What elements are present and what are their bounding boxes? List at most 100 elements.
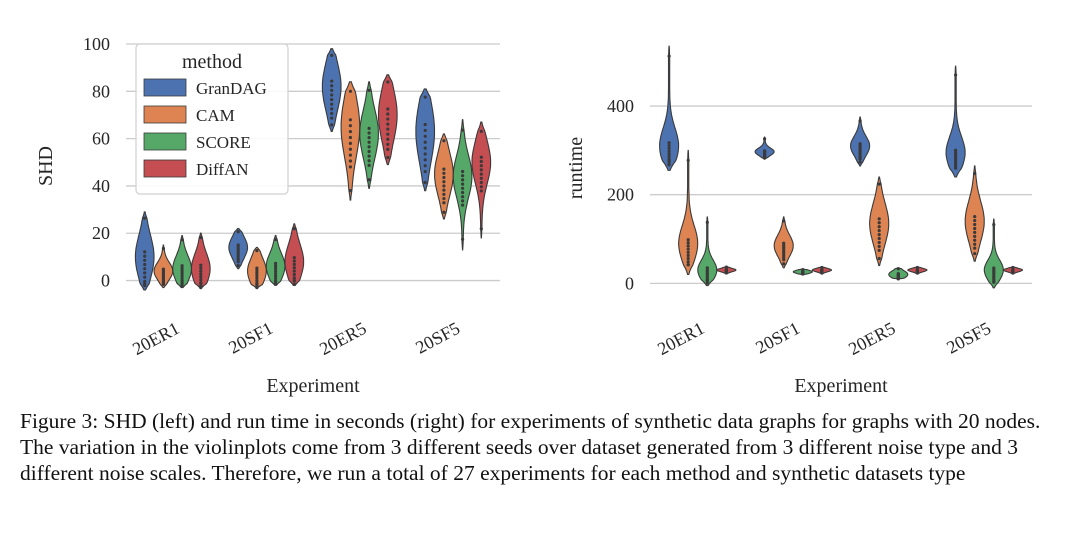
violin-point xyxy=(348,159,352,163)
legend-entry: CAM xyxy=(196,106,235,125)
violin-point xyxy=(386,155,390,160)
y-tick-label: 80 xyxy=(92,81,110,101)
violin-point xyxy=(954,148,958,152)
violin-point xyxy=(180,284,184,288)
violin-point xyxy=(877,248,881,252)
violin-cam-20er5 xyxy=(340,81,361,201)
violin-point xyxy=(442,175,446,180)
violin-point xyxy=(858,160,862,164)
violin-point xyxy=(479,164,483,168)
violin-point xyxy=(686,247,690,251)
violin-point xyxy=(820,268,824,272)
chart-panel-runtime: 0 200 400 runtime Experiment 20ER1 20SF1 20ER5 2… xyxy=(565,45,1032,397)
violin-score-20sf5 xyxy=(983,218,1004,289)
violin-point xyxy=(348,135,352,140)
violin-point xyxy=(763,137,767,141)
violin-point xyxy=(292,266,296,270)
violin-point xyxy=(479,185,483,189)
violin-point xyxy=(348,153,352,157)
violin-point xyxy=(423,95,427,99)
violin-point xyxy=(973,251,977,256)
violin-point xyxy=(367,126,371,130)
violin-point xyxy=(896,272,900,276)
violin-point xyxy=(199,235,203,240)
violin-grandag-20sf5 xyxy=(945,65,966,178)
violin-point xyxy=(274,269,278,273)
violin-point xyxy=(877,225,881,229)
legend-swatch xyxy=(143,159,187,178)
violin-point xyxy=(442,201,446,205)
violin-point xyxy=(292,262,296,266)
legend-swatch xyxy=(143,105,187,124)
x-tick-label: 20SF5 xyxy=(943,318,994,358)
violin-point xyxy=(782,241,786,245)
violin-point xyxy=(292,278,296,282)
violin-point xyxy=(386,112,390,116)
violin-point xyxy=(367,154,371,158)
violin-point xyxy=(255,276,259,280)
violin-cam-20er1 xyxy=(153,244,174,289)
violin-point xyxy=(274,281,278,286)
violin-point xyxy=(423,146,427,150)
violin-point xyxy=(330,53,334,57)
violin-point xyxy=(367,131,371,135)
violin-diffan-20er1 xyxy=(190,232,211,289)
violin-point xyxy=(348,129,352,134)
violin-point xyxy=(386,127,390,131)
violin-point xyxy=(973,234,977,238)
violin-point xyxy=(386,137,390,141)
violin-point xyxy=(705,220,709,224)
violin-point xyxy=(386,122,390,126)
violin-point xyxy=(180,238,184,242)
violin-cam-20sf5 xyxy=(964,165,985,262)
violin-point xyxy=(423,158,427,162)
violin-point xyxy=(461,203,465,207)
violin-point xyxy=(896,267,900,271)
violin-point xyxy=(1011,265,1015,270)
violin-point xyxy=(973,222,977,227)
violin-point xyxy=(461,182,465,186)
violin-point xyxy=(686,250,690,254)
violin-point xyxy=(423,170,427,174)
violin-point xyxy=(348,165,352,169)
violin-point xyxy=(820,271,824,275)
y-axis-label: runtime xyxy=(565,137,587,199)
violin-point xyxy=(877,256,881,261)
violin-point xyxy=(143,267,147,271)
violin-point xyxy=(180,276,184,280)
violin-point xyxy=(386,147,390,151)
violin-point xyxy=(724,265,729,269)
violin-point xyxy=(667,149,671,153)
violin-point xyxy=(461,186,465,190)
violin-point xyxy=(686,257,690,261)
violin-score-20er5 xyxy=(359,81,379,189)
violin-point xyxy=(461,128,465,132)
violin-point xyxy=(479,129,483,133)
violin-point xyxy=(180,264,184,268)
violin-point xyxy=(954,166,958,170)
legend-swatch xyxy=(143,132,187,151)
violin-point xyxy=(330,111,334,116)
violin-point xyxy=(180,274,184,278)
legend-entry: SCORE xyxy=(196,133,251,152)
violin-point xyxy=(858,142,862,146)
violin-point xyxy=(367,145,371,149)
violin-point xyxy=(442,180,446,184)
violin-point xyxy=(143,216,147,220)
violin-point xyxy=(367,88,371,92)
violin-point xyxy=(199,284,203,288)
violin-point xyxy=(479,227,483,231)
violin-point xyxy=(801,272,805,276)
violin-point xyxy=(461,174,465,178)
chart-panel-shd: 0 20 40 60 80 100 SHD Experiment 20ER1 20SF1 20ER5… xyxy=(35,34,500,397)
violin-point xyxy=(367,163,371,167)
violin-grandag-20er5 xyxy=(850,116,871,167)
violin-point xyxy=(180,266,184,270)
violin-point xyxy=(877,240,881,245)
violin-point xyxy=(992,280,996,284)
violin-point xyxy=(479,176,483,180)
violin-point xyxy=(423,128,427,133)
violin-point xyxy=(255,271,259,275)
y-tick-label: 100 xyxy=(83,34,110,54)
violin-point xyxy=(274,264,278,268)
